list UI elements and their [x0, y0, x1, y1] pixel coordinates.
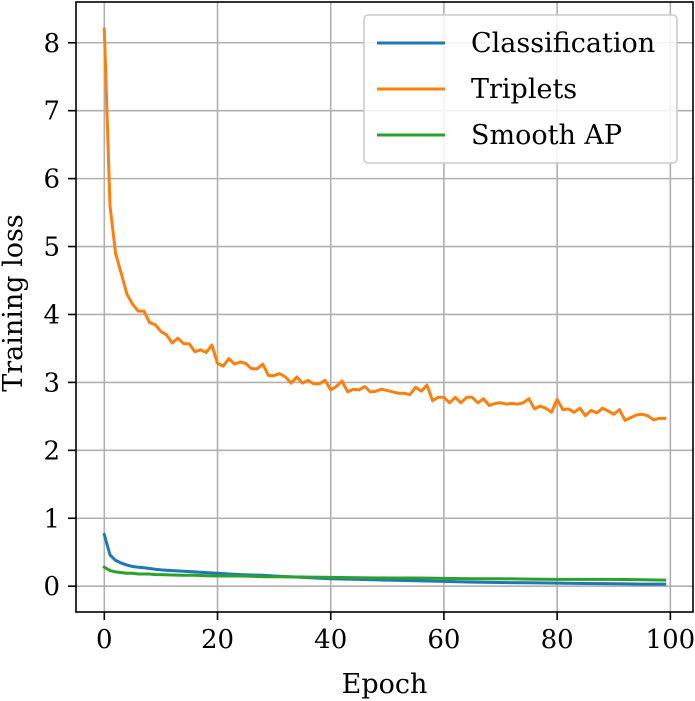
legend-label-classification: Classification — [471, 28, 655, 59]
x-tick-label: 100 — [646, 625, 695, 655]
legend: Classification Triplets Smooth AP — [363, 14, 678, 164]
y-tick-label: 5 — [43, 233, 60, 263]
series-lines — [102, 27, 667, 586]
x-tick-label: 60 — [427, 625, 460, 655]
y-tick-label: 4 — [43, 300, 60, 330]
x-tick-label: 20 — [201, 625, 234, 655]
x-axis-label: Epoch — [342, 669, 428, 700]
x-tick-label: 40 — [314, 625, 347, 655]
y-tick-label: 0 — [43, 572, 60, 602]
y-tick-label: 7 — [43, 97, 60, 127]
y-axis-label: Training loss — [0, 214, 29, 392]
y-tick-label: 3 — [43, 368, 60, 398]
legend-label-triplets: Triplets — [471, 74, 577, 105]
ticks: 0 20 40 60 80 100 0 1 2 3 4 5 6 7 8 — [43, 29, 695, 655]
series-line-smooth-ap — [102, 565, 667, 582]
y-tick-label: 8 — [43, 29, 60, 59]
x-tick-label: 0 — [96, 625, 113, 655]
y-tick-label: 2 — [43, 436, 60, 466]
y-tick-label: 1 — [43, 504, 60, 534]
legend-label-smooth-ap: Smooth AP — [471, 120, 622, 151]
x-tick-label: 80 — [541, 625, 574, 655]
series-line-triplets — [102, 27, 667, 422]
y-tick-label: 6 — [43, 165, 60, 195]
plot-frame — [75, 1, 694, 613]
legend-box — [363, 14, 678, 164]
